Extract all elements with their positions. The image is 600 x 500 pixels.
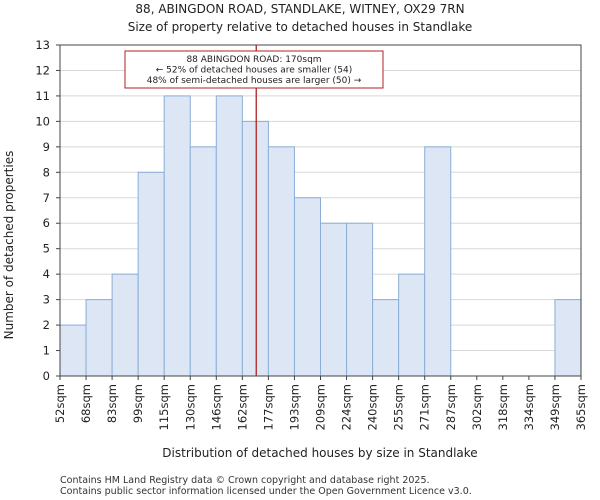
x-tick-label: 68sqm xyxy=(79,384,93,423)
x-tick-label: 302sqm xyxy=(470,384,484,430)
y-tick-label: 7 xyxy=(43,191,50,205)
x-tick-label: 52sqm xyxy=(53,384,67,423)
x-tick-label: 271sqm xyxy=(418,384,432,430)
y-tick-label: 1 xyxy=(43,344,50,358)
y-tick-label: 0 xyxy=(43,369,50,383)
y-tick-label: 10 xyxy=(35,114,50,128)
x-tick-label: 115sqm xyxy=(157,384,171,430)
annotation-line-2: ← 52% of detached houses are smaller (54… xyxy=(156,66,353,76)
bar xyxy=(111,273,139,377)
y-tick-label: 13 xyxy=(35,38,50,52)
chart-title: 88, ABINGDON ROAD, STANDLAKE, WITNEY, OX… xyxy=(135,2,464,16)
x-tick-label: 287sqm xyxy=(444,384,458,430)
x-tick-label: 334sqm xyxy=(522,384,536,430)
footer-line-1: Contains HM Land Registry data © Crown c… xyxy=(60,475,430,486)
y-tick-label: 8 xyxy=(43,165,50,179)
bar xyxy=(320,222,348,377)
x-tick-label: 224sqm xyxy=(340,384,354,430)
annotation-box xyxy=(124,50,384,89)
x-tick-label: 318sqm xyxy=(496,384,510,430)
x-axis-label: Distribution of detached houses by size … xyxy=(162,446,477,460)
y-tick-label: 3 xyxy=(43,293,50,307)
y-tick-label: 2 xyxy=(43,318,50,332)
x-tick-label: 130sqm xyxy=(183,384,197,430)
annotation-line-1: 88 ABINGDON ROAD: 170sqm xyxy=(186,55,321,65)
bar xyxy=(85,299,113,377)
bar xyxy=(215,95,243,377)
x-tick-label: 99sqm xyxy=(131,384,145,423)
x-tick-label: 255sqm xyxy=(392,384,406,430)
bar xyxy=(241,120,269,377)
bar xyxy=(163,95,191,377)
x-tick-label: 177sqm xyxy=(261,384,275,430)
x-tick-label: 349sqm xyxy=(548,384,562,430)
chart-subtitle: Size of property relative to detached ho… xyxy=(128,20,473,34)
footer-line-2: Contains public sector information licen… xyxy=(60,486,472,497)
y-tick-label: 11 xyxy=(35,89,50,103)
bar xyxy=(293,197,322,377)
bar xyxy=(554,299,582,377)
bar xyxy=(346,222,374,377)
y-tick-label: 12 xyxy=(35,63,50,77)
x-axis-ticks: 52sqm 68sqm 83sqm 99sqm 115sqm 130sqm 146sqm 16… xyxy=(53,376,588,430)
bar xyxy=(137,171,165,377)
y-axis-label: Number of detached properties xyxy=(2,151,16,340)
y-tick-label: 6 xyxy=(43,216,50,230)
x-tick-label: 83sqm xyxy=(105,384,119,423)
bar xyxy=(372,299,400,377)
y-tick-label: 5 xyxy=(43,242,50,256)
x-tick-label: 146sqm xyxy=(209,384,223,430)
annotation-line-3: 48% of semi-detached houses are larger (… xyxy=(147,76,362,86)
y-tick-label: 4 xyxy=(43,267,50,281)
x-tick-label: 240sqm xyxy=(366,384,380,430)
bar xyxy=(398,273,426,377)
y-tick-label: 9 xyxy=(43,140,50,154)
x-tick-label: 162sqm xyxy=(235,384,249,430)
bar xyxy=(267,146,295,377)
x-tick-label: 209sqm xyxy=(314,384,328,430)
bar xyxy=(59,324,87,377)
x-tick-label: 365sqm xyxy=(574,384,588,430)
x-tick-label: 193sqm xyxy=(287,384,301,430)
bar xyxy=(189,146,217,377)
bars xyxy=(59,95,582,377)
bar xyxy=(424,146,452,377)
